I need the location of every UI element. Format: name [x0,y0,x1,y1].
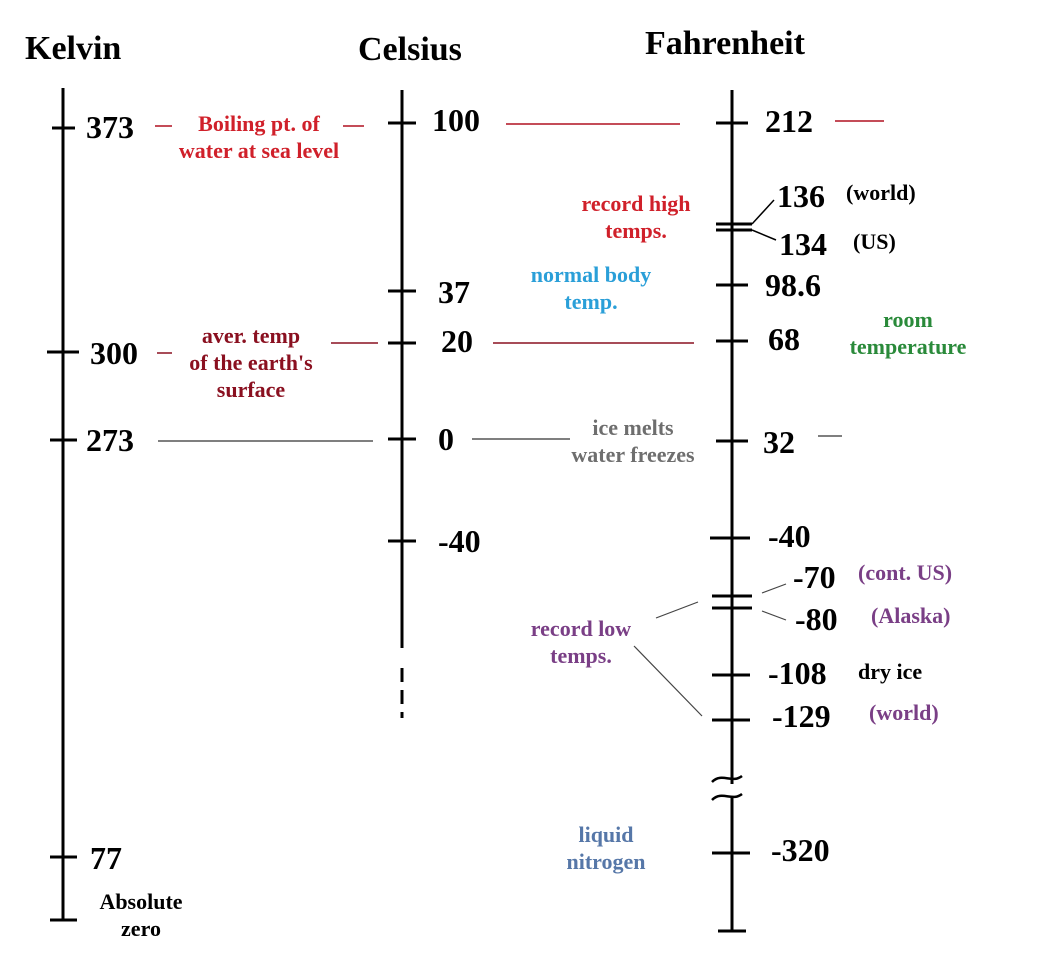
fahrenheit-label-minus70: -70 [793,559,836,595]
fahrenheit-header: Fahrenheit [645,25,805,62]
body-temp-line1: normal body [530,262,652,287]
fahrenheit-label-98-6: 98.6 [765,267,821,303]
celsius-label-minus40: -40 [438,523,481,559]
record-high-line2: temps. [605,218,667,243]
ice-melts-note: ice melts water freezes [548,414,718,468]
liquid-nitrogen-line2: nitrogen [566,849,646,874]
earth-avg-line1: aver. temp [201,323,301,348]
record-high-line1: record high [581,191,691,216]
earth-avg-note: aver. temp of the earth's surface [160,322,342,403]
boiling-point-line2: water at sea level [178,138,340,163]
fahrenheit-label-68: 68 [768,321,800,357]
celsius-label-37: 37 [438,274,470,310]
celsius-label-0: 0 [438,421,454,457]
world-high-label: (world) [846,180,916,205]
fahrenheit-label-minus40: -40 [768,518,811,554]
fahrenheit-label-minus320: -320 [771,832,830,868]
boiling-point-line1: Boiling pt. of [198,111,320,136]
celsius-label-20: 20 [441,323,473,359]
body-temp-note: normal body temp. [508,261,674,315]
record-low-note: record low temps. [512,615,650,669]
fahrenheit-label-minus129: -129 [772,698,831,734]
earth-avg-line2: of the earth's [189,350,313,375]
body-temp-line2: temp. [564,289,618,314]
boiling-point-note: Boiling pt. of water at sea level [152,110,366,164]
alaska-leader [761,610,787,621]
record-high-note: record high temps. [562,190,710,244]
absolute-zero-note: Absolute zero [80,888,202,942]
cont-us-label: (cont. US) [858,560,953,585]
room-temp-line2: temperature [849,334,967,359]
world-low-label: (world) [869,700,939,725]
fahrenheit-label-minus108: -108 [768,655,827,691]
fahrenheit-label-minus80: -80 [795,601,838,637]
fahrenheit-label-136: 136 [777,178,825,214]
record-high-leader-134 [751,229,777,241]
celsius-label-100: 100 [432,102,480,138]
kelvin-header: Kelvin [25,30,122,67]
us-high-label: (US) [853,229,896,254]
room-temp-line1: room [883,307,933,332]
fahrenheit-label-32: 32 [763,424,795,460]
record-low-line2: temps. [550,643,612,668]
kelvin-label-373: 373 [86,109,134,145]
kelvin-label-300: 300 [90,335,138,371]
alaska-label: (Alaska) [871,603,951,628]
absolute-zero-line2: zero [121,916,161,941]
liquid-nitrogen-note: liquid nitrogen [538,821,674,875]
record-low-leader-upper [655,601,699,619]
fahrenheit-label-134: 134 [779,226,827,262]
cont-us-leader [761,583,787,594]
fahrenheit-label-212: 212 [765,103,813,139]
fahrenheit-axis-break [711,774,743,801]
liquid-nitrogen-line1: liquid [578,822,634,847]
ice-melts-line1: ice melts [592,415,674,440]
room-temp-note: room temperature [826,306,990,360]
dry-ice-label: dry ice [858,659,923,684]
kelvin-label-273: 273 [86,422,134,458]
record-high-leader-136 [751,199,775,225]
absolute-zero-line1: Absolute [99,889,183,914]
ice-melts-line2: water freezes [571,442,695,467]
kelvin-label-77: 77 [90,840,122,876]
record-low-leader-lower [633,645,703,717]
record-low-line1: record low [530,616,632,641]
earth-avg-line3: surface [216,377,286,402]
celsius-header: Celsius [358,31,462,68]
